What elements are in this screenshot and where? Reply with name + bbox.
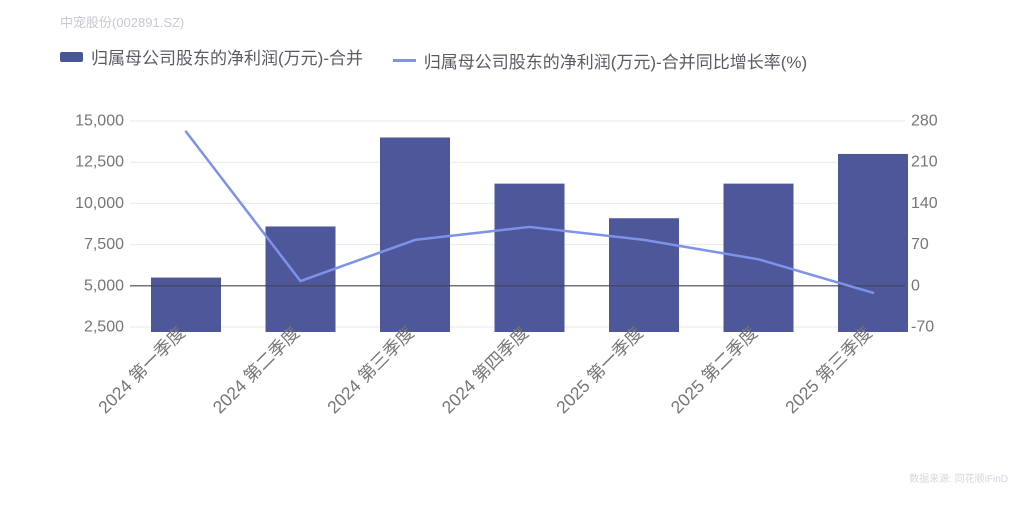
svg-text:2024 第一季度: 2024 第一季度 [94, 323, 189, 418]
svg-text:-70: -70 [911, 319, 934, 336]
svg-text:5,000: 5,000 [84, 277, 124, 294]
svg-text:2,500: 2,500 [84, 319, 124, 336]
svg-text:2025 第三季度: 2025 第三季度 [781, 323, 876, 418]
svg-text:140: 140 [911, 195, 938, 212]
svg-text:2025 第一季度: 2025 第一季度 [552, 323, 647, 418]
svg-text:15,000: 15,000 [75, 113, 124, 130]
svg-text:70: 70 [911, 236, 929, 253]
svg-text:7,500: 7,500 [84, 236, 124, 253]
svg-text:2024 第三季度: 2024 第三季度 [323, 323, 418, 418]
svg-text:210: 210 [911, 154, 938, 171]
svg-text:2025 第二季度: 2025 第二季度 [667, 323, 762, 418]
svg-text:12,500: 12,500 [75, 154, 124, 171]
svg-text:280: 280 [911, 113, 938, 130]
svg-text:2024 第四季度: 2024 第四季度 [438, 323, 533, 418]
svg-text:10,000: 10,000 [75, 195, 124, 212]
svg-text:2024 第二季度: 2024 第二季度 [209, 323, 304, 418]
svg-text:0: 0 [911, 277, 920, 294]
